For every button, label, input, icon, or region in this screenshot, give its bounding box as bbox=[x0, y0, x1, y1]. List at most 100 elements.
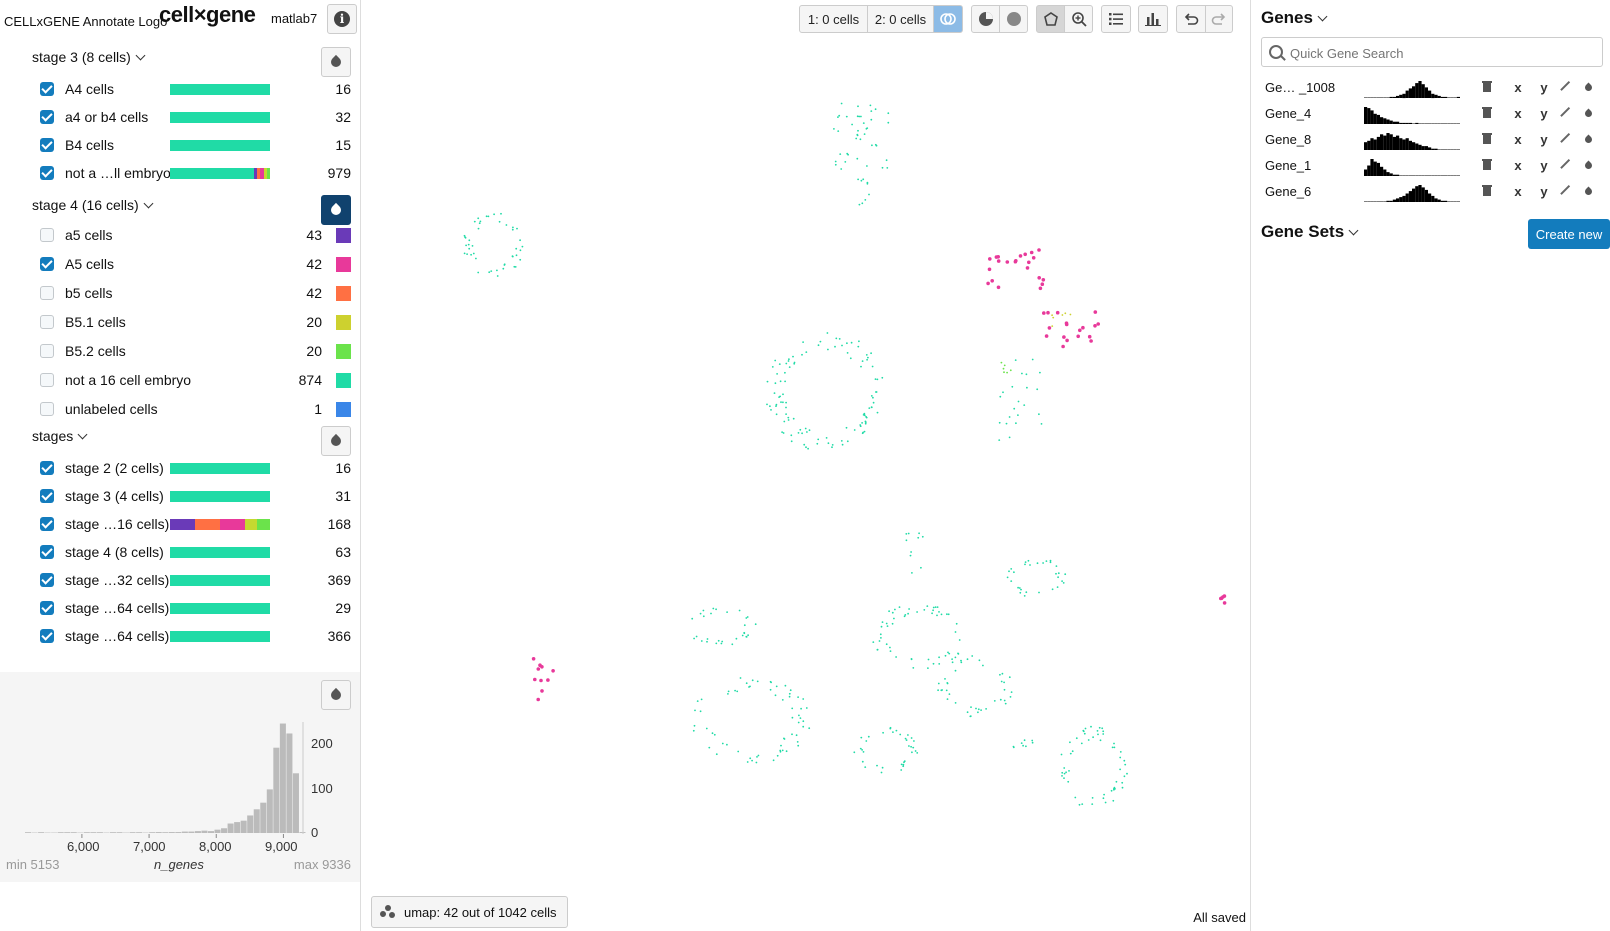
set-x-axis-button[interactable]: x bbox=[1514, 158, 1522, 173]
category-value-row[interactable]: stage …32 cells) 369 bbox=[0, 567, 360, 593]
umap-scatterplot[interactable] bbox=[361, 40, 1249, 890]
category-value-row[interactable]: B5.2 cells 20 bbox=[0, 338, 360, 364]
expand-icon[interactable] bbox=[1559, 107, 1569, 117]
gene-search-input[interactable] bbox=[1288, 42, 1592, 64]
droplet-icon[interactable] bbox=[1583, 134, 1594, 145]
category-value-row[interactable]: B4 cells 15 bbox=[0, 132, 360, 158]
expand-icon[interactable] bbox=[1559, 185, 1569, 195]
cell-point bbox=[1104, 801, 1107, 804]
category-value-checkbox[interactable] bbox=[40, 228, 54, 242]
selection-2-button[interactable]: 2: 0 cells bbox=[867, 5, 934, 33]
create-gene-set-button[interactable]: Create new bbox=[1528, 219, 1610, 249]
category-value-row[interactable]: a4 or b4 cells 32 bbox=[0, 104, 360, 130]
trash-icon[interactable] bbox=[1482, 107, 1492, 118]
category-value-row[interactable]: unlabeled cells 1 bbox=[0, 396, 360, 422]
category-value-checkbox[interactable] bbox=[40, 257, 54, 271]
cell-point bbox=[864, 766, 867, 768]
category-value-checkbox[interactable] bbox=[40, 110, 54, 124]
set-x-axis-button[interactable]: x bbox=[1514, 184, 1522, 199]
category-value-row[interactable]: b5 cells 42 bbox=[0, 280, 360, 306]
cell-point bbox=[880, 771, 883, 774]
category-header[interactable]: stages bbox=[0, 424, 360, 456]
subset-list-button[interactable] bbox=[1101, 5, 1131, 33]
category-value-row[interactable]: not a …ll embryo 979 bbox=[0, 160, 360, 186]
set-x-axis-button[interactable]: x bbox=[1514, 80, 1522, 95]
trash-icon[interactable] bbox=[1482, 81, 1492, 92]
dot-display-button[interactable] bbox=[999, 5, 1028, 33]
trash-icon[interactable] bbox=[1482, 185, 1492, 196]
category-value-checkbox[interactable] bbox=[40, 286, 54, 300]
category-value-row[interactable]: A4 cells 16 bbox=[0, 76, 360, 102]
category-title[interactable]: stage 4 (16 cells) bbox=[32, 197, 154, 213]
venn-diagram-button[interactable] bbox=[933, 5, 963, 33]
category-value-checkbox[interactable] bbox=[40, 545, 54, 559]
category-value-row[interactable]: stage 2 (2 cells) 16 bbox=[0, 455, 360, 481]
set-y-axis-button[interactable]: y bbox=[1540, 184, 1548, 199]
category-value-checkbox[interactable] bbox=[40, 344, 54, 358]
color-by-category-button[interactable] bbox=[321, 195, 351, 225]
expand-icon[interactable] bbox=[1559, 159, 1569, 169]
genes-heading[interactable]: Genes bbox=[1261, 8, 1328, 28]
expand-icon[interactable] bbox=[1559, 133, 1569, 143]
droplet-icon[interactable] bbox=[1583, 160, 1594, 171]
category-value-checkbox[interactable] bbox=[40, 489, 54, 503]
zoom-pan-button[interactable] bbox=[1064, 5, 1093, 33]
set-y-axis-button[interactable]: y bbox=[1540, 80, 1548, 95]
category-value-row[interactable]: B5.1 cells 20 bbox=[0, 309, 360, 335]
category-value-checkbox[interactable] bbox=[40, 461, 54, 475]
set-x-axis-button[interactable]: x bbox=[1514, 132, 1522, 147]
expand-icon[interactable] bbox=[1559, 81, 1569, 91]
set-y-axis-button[interactable]: y bbox=[1540, 158, 1548, 173]
redo-button[interactable] bbox=[1205, 5, 1233, 33]
category-value-checkbox[interactable] bbox=[40, 601, 54, 615]
info-button[interactable]: i bbox=[327, 4, 357, 34]
category-value-checkbox[interactable] bbox=[40, 82, 54, 96]
category-value-row[interactable]: stage …64 cells) 366 bbox=[0, 623, 360, 649]
category-value-row[interactable]: a5 cells 43 bbox=[0, 222, 360, 248]
category-value-checkbox[interactable] bbox=[40, 373, 54, 387]
category-value-row[interactable]: stage 4 (8 cells) 63 bbox=[0, 539, 360, 565]
droplet-icon[interactable] bbox=[1583, 108, 1594, 119]
category-value-checkbox[interactable] bbox=[40, 315, 54, 329]
color-by-category-button[interactable] bbox=[321, 426, 351, 456]
gene-row[interactable]: Gene_6 x y bbox=[1251, 179, 1610, 205]
lasso-select-button[interactable] bbox=[1036, 5, 1065, 33]
category-value-checkbox[interactable] bbox=[40, 517, 54, 531]
selection-1-button[interactable]: 1: 0 cells bbox=[799, 5, 868, 33]
gene-search-box[interactable] bbox=[1261, 37, 1603, 67]
category-value-row[interactable]: A5 cells 42 bbox=[0, 251, 360, 277]
gene-row[interactable]: Gene_8 x y bbox=[1251, 127, 1610, 153]
cell-point bbox=[788, 695, 791, 698]
histogram-color-button[interactable] bbox=[321, 680, 351, 710]
trash-icon[interactable] bbox=[1482, 159, 1492, 170]
histogram-bar bbox=[188, 831, 195, 833]
category-value-checkbox[interactable] bbox=[40, 138, 54, 152]
category-value-checkbox[interactable] bbox=[40, 166, 54, 180]
category-title[interactable]: stage 3 (8 cells) bbox=[32, 49, 146, 65]
category-value-row[interactable]: not a 16 cell embryo 874 bbox=[0, 367, 360, 393]
color-by-category-button[interactable] bbox=[321, 47, 351, 77]
gene-row[interactable]: Ge… _1008 x y bbox=[1251, 75, 1610, 101]
pie-chart-button[interactable] bbox=[971, 5, 1000, 33]
embedding-selector-button[interactable]: umap: 42 out of 1042 cells bbox=[371, 896, 568, 928]
droplet-icon[interactable] bbox=[1583, 186, 1594, 197]
set-y-axis-button[interactable]: y bbox=[1540, 106, 1548, 121]
trash-icon[interactable] bbox=[1482, 133, 1492, 144]
gene-row[interactable]: Gene_1 x y bbox=[1251, 153, 1610, 179]
category-value-row[interactable]: stage …16 cells) 168 bbox=[0, 511, 360, 537]
droplet-icon[interactable] bbox=[1583, 82, 1594, 93]
category-value-checkbox[interactable] bbox=[40, 402, 54, 416]
gene-row[interactable]: Gene_4 x y bbox=[1251, 101, 1610, 127]
set-y-axis-button[interactable]: y bbox=[1540, 132, 1548, 147]
category-header[interactable]: stage 3 (8 cells) bbox=[0, 45, 360, 77]
undo-button[interactable] bbox=[1176, 5, 1206, 33]
category-value-checkbox[interactable] bbox=[40, 629, 54, 643]
diffexp-button[interactable] bbox=[1138, 5, 1168, 33]
set-x-axis-button[interactable]: x bbox=[1514, 106, 1522, 121]
category-value-checkbox[interactable] bbox=[40, 573, 54, 587]
category-title[interactable]: stages bbox=[32, 428, 88, 444]
category-value-row[interactable]: stage …64 cells) 29 bbox=[0, 595, 360, 621]
gene-sets-heading[interactable]: Gene Sets bbox=[1261, 222, 1359, 242]
category-header[interactable]: stage 4 (16 cells) bbox=[0, 193, 360, 225]
category-value-row[interactable]: stage 3 (4 cells) 31 bbox=[0, 483, 360, 509]
